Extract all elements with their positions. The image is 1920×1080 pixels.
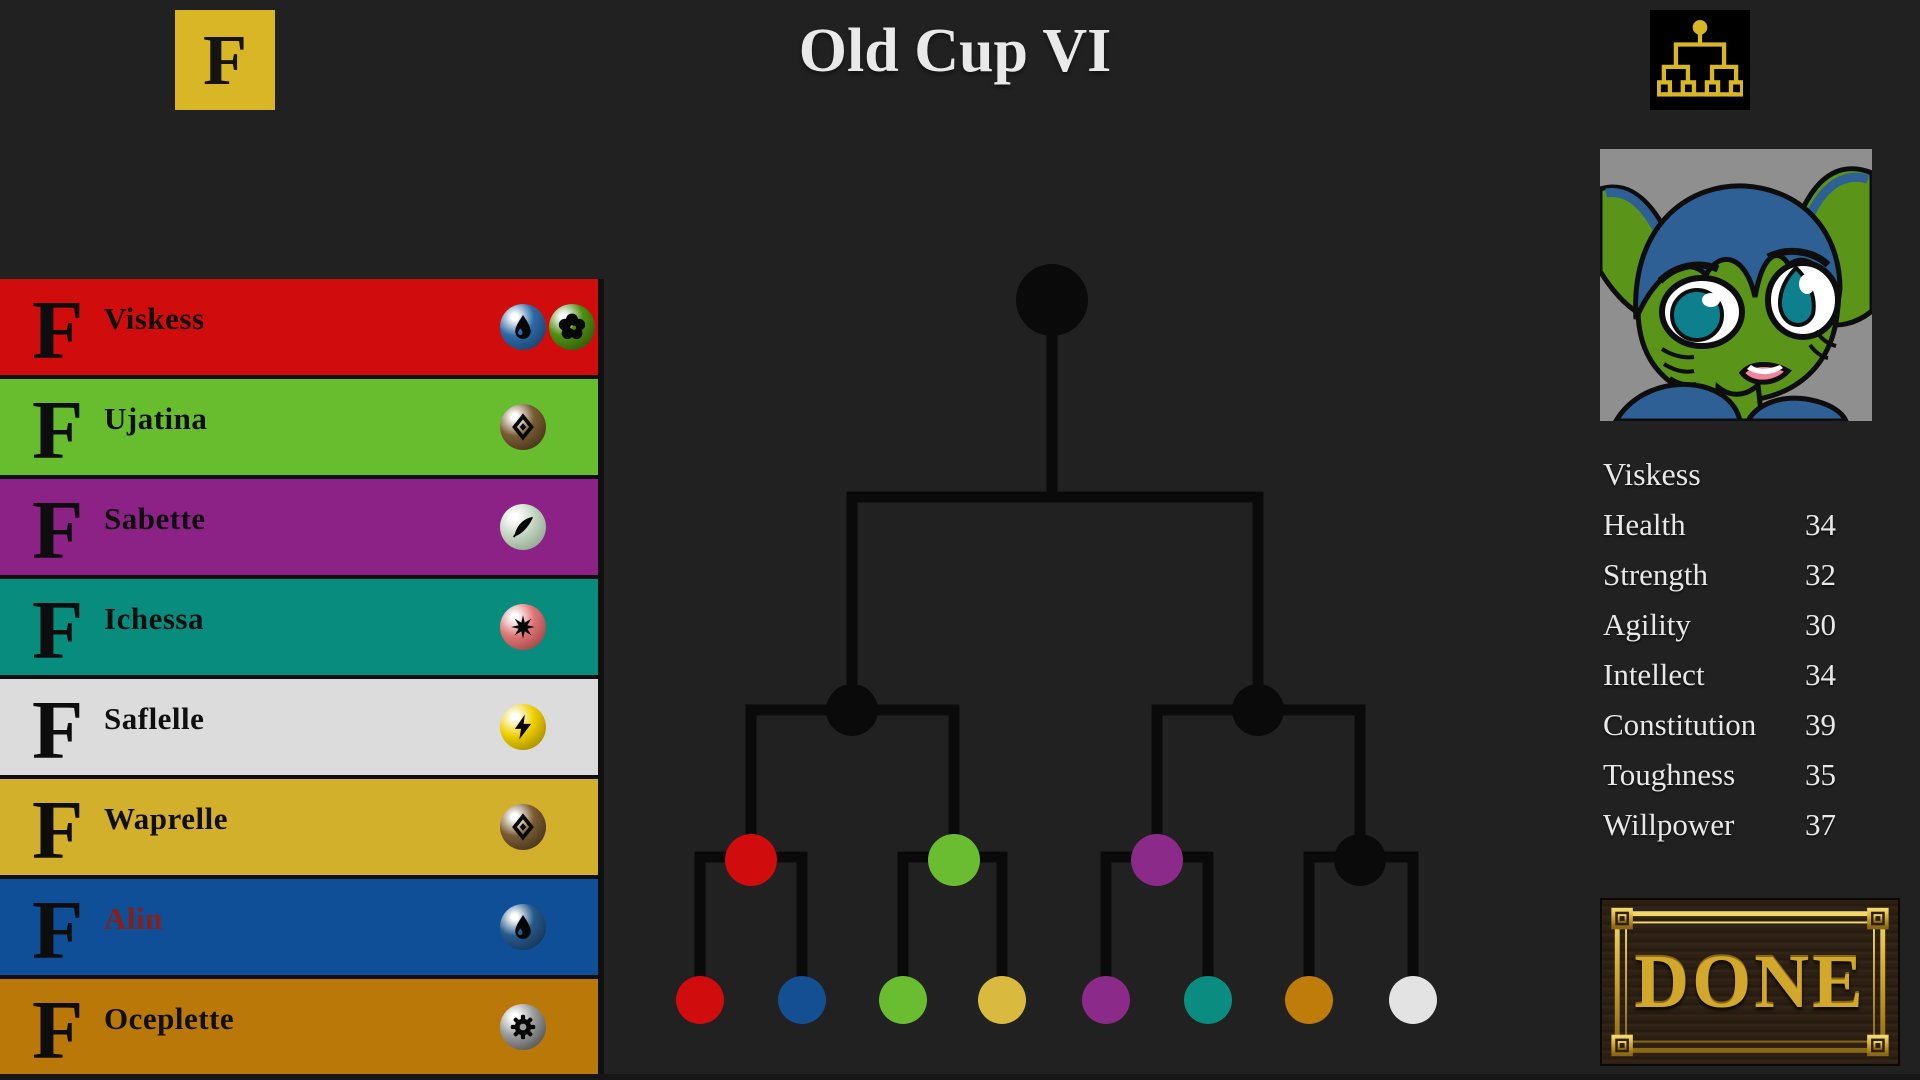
bracket-semifinal-node xyxy=(1232,684,1284,736)
roster-row[interactable]: F Oceplette xyxy=(0,979,598,1077)
done-button[interactable]: DONE xyxy=(1600,898,1900,1066)
roster-name: Alin xyxy=(104,901,163,936)
roster-row[interactable]: F Alin xyxy=(0,879,598,977)
flower-green-icon xyxy=(549,304,595,350)
stat-row: Willpower 37 xyxy=(1603,802,1883,852)
stat-label: Constitution xyxy=(1603,707,1757,742)
stat-value: 30 xyxy=(1805,607,1836,642)
roster-name: Ujatina xyxy=(104,401,208,436)
roster-row[interactable]: F Ichessa xyxy=(0,579,598,677)
roster-slot-letter: F xyxy=(32,284,84,377)
page-title: Old Cup VI xyxy=(798,17,1112,85)
bracket-entrant-node xyxy=(879,976,927,1024)
stat-label: Health xyxy=(1603,507,1686,542)
roster-name: Ichessa xyxy=(104,601,204,636)
roster-row[interactable]: F Viskess xyxy=(0,279,598,377)
bracket-tree-icon xyxy=(1657,20,1743,97)
stats-character-name: Viskess xyxy=(1603,456,1701,492)
roster-name: Sabette xyxy=(104,501,206,536)
bracket-semifinal-node xyxy=(826,684,878,736)
roster-name: Saflelle xyxy=(104,701,205,736)
stat-value: 34 xyxy=(1805,507,1836,542)
bracket-quarterfinal-node xyxy=(1334,834,1386,886)
character-portrait xyxy=(1600,149,1872,421)
stat-value: 37 xyxy=(1805,807,1836,842)
stat-value: 39 xyxy=(1805,707,1836,742)
stat-row: Agility 30 xyxy=(1603,602,1883,652)
roster-slot-letter: F xyxy=(32,984,84,1077)
roster-row[interactable]: F Ujatina xyxy=(0,379,598,477)
bracket-entrant-node xyxy=(1184,976,1232,1024)
stat-label: Strength xyxy=(1603,557,1709,592)
f-rank-badge[interactable]: F xyxy=(175,10,275,110)
bracket-final-node xyxy=(1016,264,1088,336)
bracket-view-button[interactable] xyxy=(1650,10,1750,110)
drop-darkblue-icon xyxy=(500,904,546,950)
stat-label: Toughness xyxy=(1603,757,1736,792)
roster-name: Viskess xyxy=(104,301,205,336)
star-pink-icon xyxy=(500,604,546,650)
roster-row[interactable]: F Saflelle xyxy=(0,679,598,777)
roster-row[interactable]: F Waprelle xyxy=(0,779,598,877)
stat-row: Toughness 35 xyxy=(1603,752,1883,802)
roster-name: Waprelle xyxy=(104,801,228,836)
diamond-brown-icon xyxy=(500,804,546,850)
roster-slot-letter: F xyxy=(32,384,84,477)
stat-row: Intellect 34 xyxy=(1603,652,1883,702)
feather-pale-icon xyxy=(500,504,546,550)
bracket-quarterfinal-node xyxy=(928,834,980,886)
roster-name: Oceplette xyxy=(104,1001,235,1036)
gear-gray-icon xyxy=(500,1004,546,1050)
diamond-brown-icon xyxy=(500,404,546,450)
roster-list: F Viskess F Ujatina F Sabette F Ichessa F Safl… xyxy=(0,279,604,1077)
drop-blue-icon xyxy=(500,304,546,350)
stat-label: Agility xyxy=(1603,607,1691,642)
roster-slot-letter: F xyxy=(32,784,84,877)
bracket-entrant-node xyxy=(1389,976,1437,1024)
bottom-edge-strip xyxy=(0,1074,1920,1080)
stats-list: Health 34 Strength 32 Agility 30 Intellect 34 Co… xyxy=(1603,502,1883,852)
bolt-yellow-icon xyxy=(500,704,546,750)
stat-value: 35 xyxy=(1805,757,1836,792)
stats-panel: Viskess Health 34 Strength 32 Agility 30 Intel… xyxy=(1603,452,1883,852)
roster-slot-letter: F xyxy=(32,884,84,977)
stat-row: Constitution 39 xyxy=(1603,702,1883,752)
roster-row[interactable]: F Sabette xyxy=(0,479,598,577)
bracket-entrant-node xyxy=(978,976,1026,1024)
bracket-quarterfinal-node xyxy=(725,834,777,886)
bracket-entrant-node xyxy=(1082,976,1130,1024)
f-rank-letter: F xyxy=(203,19,247,100)
stat-row: Health 34 xyxy=(1603,502,1883,552)
stat-value: 32 xyxy=(1805,557,1836,592)
roster-slot-letter: F xyxy=(32,584,84,677)
done-button-frame xyxy=(1611,907,1889,1057)
bracket-entrant-node xyxy=(1285,976,1333,1024)
stat-label: Willpower xyxy=(1603,807,1735,842)
roster-slot-letter: F xyxy=(32,484,84,577)
bracket-entrant-node xyxy=(676,976,724,1024)
stat-row: Strength 32 xyxy=(1603,552,1883,602)
roster-slot-letter: F xyxy=(32,684,84,777)
stat-value: 34 xyxy=(1805,657,1836,692)
stat-label: Intellect xyxy=(1603,657,1705,692)
bracket-quarterfinal-node xyxy=(1131,834,1183,886)
bracket-entrant-node xyxy=(778,976,826,1024)
done-button-label: DONE xyxy=(1634,939,1866,1024)
